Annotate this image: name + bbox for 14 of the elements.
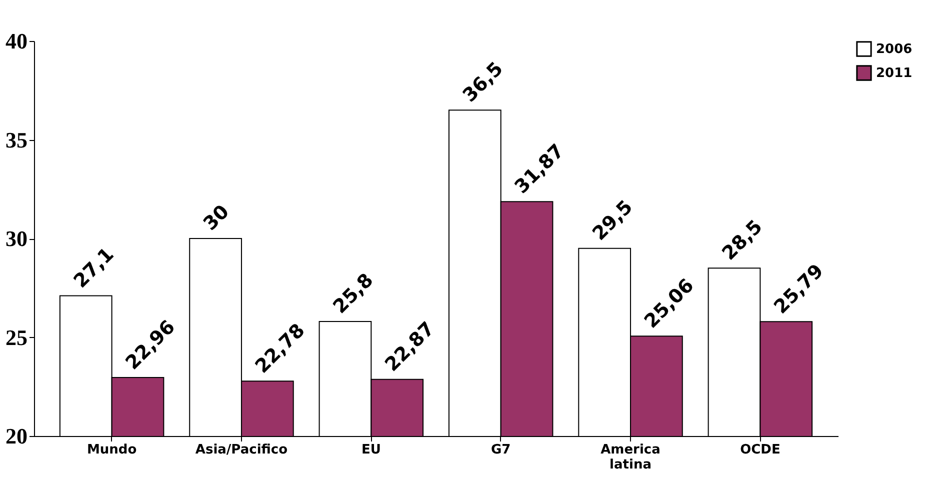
x-tick-label: America latina (600, 442, 660, 472)
x-tick-label: EU (361, 442, 381, 458)
x-tick-label: OCDE (740, 442, 780, 458)
legend-label: 2011 (876, 66, 912, 81)
legend-label: 2006 (876, 42, 912, 57)
y-tick-label: 35 (6, 127, 28, 152)
y-tick-label: 40 (6, 28, 28, 54)
y-tick-label: 25 (6, 324, 28, 350)
x-tick-label: Asia/Pacifico (195, 442, 288, 458)
x-tick-label: G7 (490, 442, 511, 458)
x-tick-label: Mundo (86, 442, 137, 458)
data-label: 30 (199, 200, 234, 235)
y-tick-label: 30 (6, 226, 28, 251)
y-tick-label: 20 (6, 424, 28, 448)
